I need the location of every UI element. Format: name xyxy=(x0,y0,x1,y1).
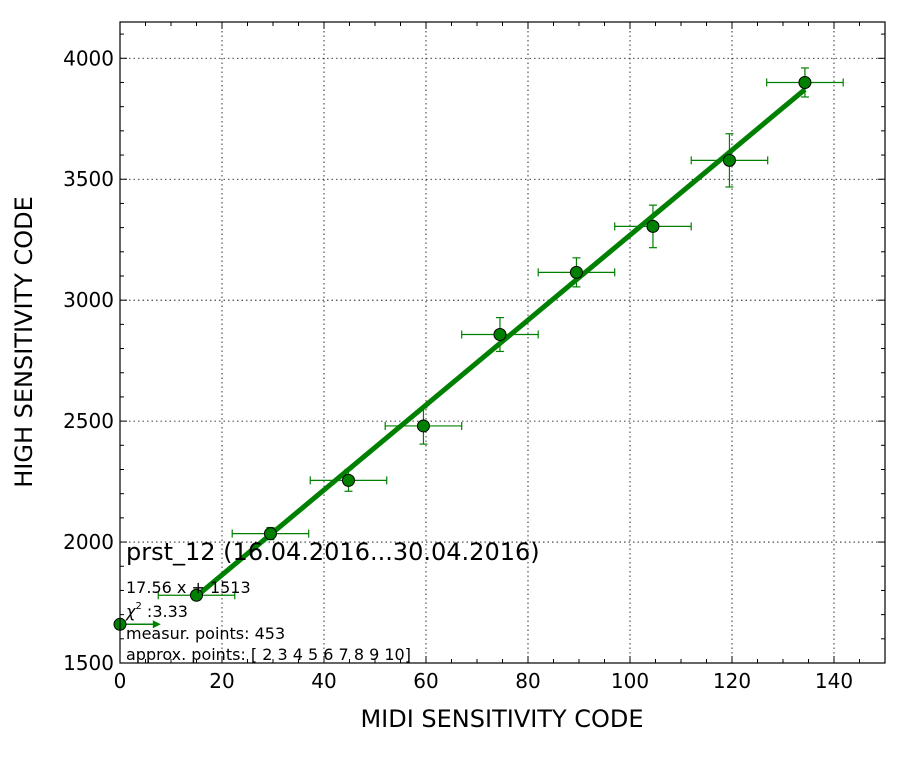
chi-value: :3.33 xyxy=(142,602,188,621)
x-tick-label: 120 xyxy=(713,669,751,693)
annotation-block: prst_12 (16.04.2016...30.04.2016) 17.56 … xyxy=(125,538,540,664)
data-point xyxy=(569,265,583,279)
fit-layer xyxy=(194,87,807,599)
x-axis-label: MIDI SENSITIVITY CODE xyxy=(360,705,643,733)
data-point xyxy=(798,75,812,89)
annotation-chi: χ2 :3.33 xyxy=(125,601,188,621)
x-tick-label: 60 xyxy=(413,669,438,693)
tick-layer xyxy=(119,22,885,664)
x-tick-label: 140 xyxy=(815,669,853,693)
x-tick-label: 40 xyxy=(311,669,336,693)
y-tick-label: 2500 xyxy=(63,409,114,433)
point-layer xyxy=(113,75,812,631)
x-tick-label: 20 xyxy=(209,669,234,693)
data-point xyxy=(190,588,203,602)
data-point xyxy=(646,219,660,233)
chi-exponent: 2 xyxy=(135,601,141,612)
annotation-title: prst_12 (16.04.2016...30.04.2016) xyxy=(126,538,540,566)
annotation-fit: 17.56 x + 1513 xyxy=(126,578,251,597)
y-tick-label: 1500 xyxy=(63,651,114,675)
data-point xyxy=(493,328,507,342)
y-tick-label: 2000 xyxy=(63,530,114,554)
y-axis-label: HIGH SENSITIVITY CODE xyxy=(10,196,38,488)
annotation-measur-points: measur. points: 453 xyxy=(126,624,285,643)
y-tick-label: 3000 xyxy=(63,288,114,312)
fit-line xyxy=(194,87,807,599)
data-point xyxy=(416,419,430,433)
data-point xyxy=(722,153,736,167)
grid xyxy=(120,22,885,663)
x-tick-label: 0 xyxy=(114,669,127,693)
y-tick-label: 3500 xyxy=(63,167,114,191)
data-point xyxy=(263,527,277,541)
chi-symbol: χ xyxy=(125,602,136,621)
arrow-head xyxy=(152,620,161,629)
data-point xyxy=(341,473,355,487)
y-tick-label: 4000 xyxy=(63,46,114,70)
tick-label-layer: 0 20 40 60 80 100 120 140 1500 2000 2500 3000 3500 40… xyxy=(63,46,853,693)
x-tick-label: 100 xyxy=(611,669,649,693)
x-tick-label: 80 xyxy=(515,669,540,693)
annotation-approx-points: approx. points: [ 2 3 4 5 6 7 8 9 10] xyxy=(126,645,411,664)
plot-frame xyxy=(119,21,886,664)
